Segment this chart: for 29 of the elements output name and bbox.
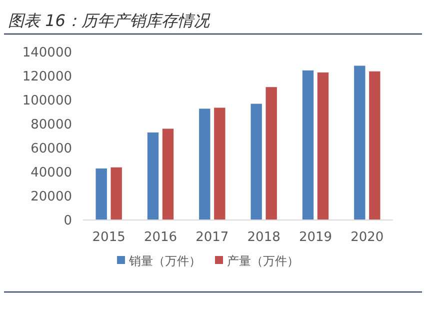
y-tick-label: 40000 xyxy=(30,166,72,180)
x-tick-label: 2017 xyxy=(196,230,229,245)
bar xyxy=(198,108,212,220)
bar xyxy=(162,128,174,220)
y-tick-label: 80000 xyxy=(30,118,72,132)
bar xyxy=(110,166,123,220)
y-tick-label: 140000 xyxy=(22,46,72,60)
bar xyxy=(94,168,108,220)
chart-title: 图表 16：历年产销库存情况 xyxy=(8,11,210,30)
x-tick-label: 2018 xyxy=(247,230,280,245)
bar xyxy=(368,70,382,220)
y-tick-label: 0 xyxy=(64,214,72,228)
y-tick-label: 100000 xyxy=(22,94,72,108)
bar xyxy=(302,70,314,220)
x-tick-label: 2020 xyxy=(350,230,384,245)
x-tick-label: 2016 xyxy=(144,230,178,245)
y-tick-label: 20000 xyxy=(30,190,72,204)
bar xyxy=(213,106,226,220)
bar xyxy=(264,86,278,220)
bar xyxy=(250,102,263,220)
bar xyxy=(316,72,330,220)
y-tick-label: 120000 xyxy=(22,70,72,84)
x-tick-label: 2015 xyxy=(92,230,126,245)
y-tick-label: 60000 xyxy=(30,142,72,156)
legend-label: 产量（万件） xyxy=(227,254,299,268)
x-tick-label: 2019 xyxy=(298,230,332,245)
bar xyxy=(353,64,366,220)
legend-label: 销量（万件） xyxy=(128,254,201,268)
bar xyxy=(146,132,160,220)
